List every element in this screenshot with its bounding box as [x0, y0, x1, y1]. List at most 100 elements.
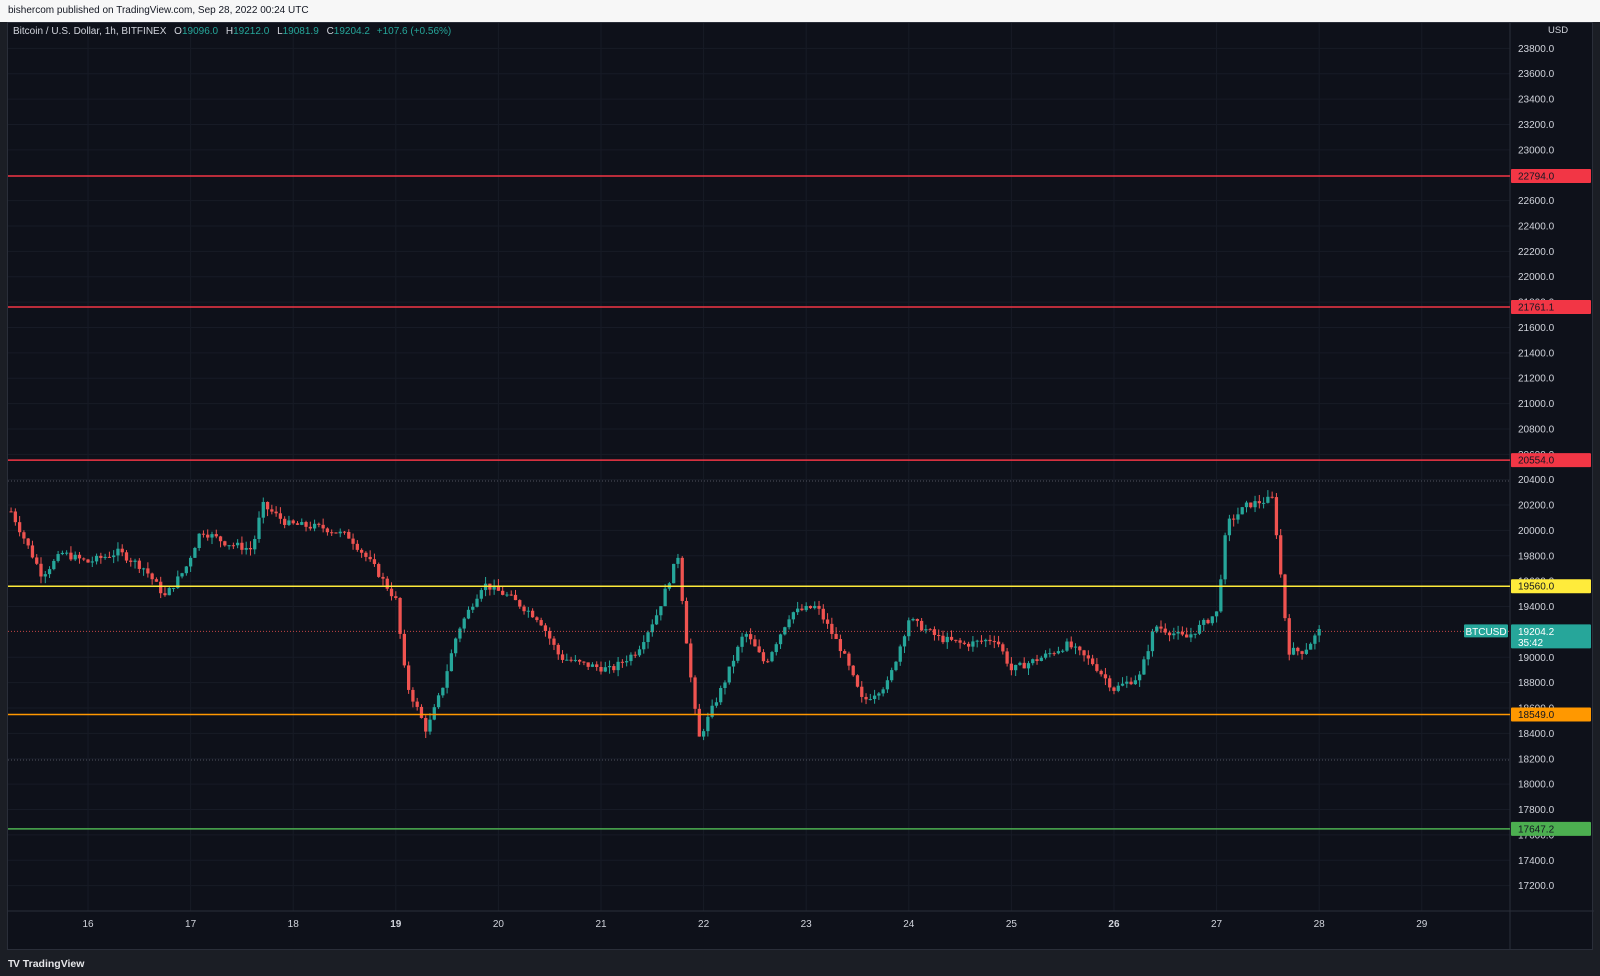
tradingview-logo[interactable]: TV TradingView	[8, 958, 84, 970]
candle-body	[1253, 501, 1257, 508]
candle-body	[736, 646, 740, 661]
candle-body	[928, 629, 932, 631]
candle-body	[355, 543, 359, 550]
candle-body	[120, 548, 124, 553]
time-tick-label: 28	[1314, 919, 1326, 930]
low-label: L	[277, 26, 283, 37]
candle-body	[1261, 502, 1266, 504]
candle-body	[441, 687, 445, 696]
candle-body	[723, 682, 727, 689]
candle-body	[620, 661, 625, 663]
candle-body	[257, 517, 261, 539]
candle-body	[129, 560, 133, 562]
candle-body	[539, 620, 543, 626]
candle-body	[381, 576, 385, 579]
candle-body	[1103, 674, 1108, 679]
candle-body	[962, 642, 966, 644]
candle-body	[398, 597, 402, 634]
candle-body	[954, 639, 958, 641]
candle-body	[197, 533, 201, 548]
candle-body	[47, 569, 52, 575]
close-value: 19204.2	[333, 26, 370, 37]
candle-body	[406, 665, 411, 690]
candle-body	[535, 617, 539, 621]
price-tick-label: 18400.0	[1518, 729, 1555, 740]
candle-body	[1304, 649, 1308, 654]
candle-body	[697, 708, 701, 737]
candle-body	[141, 568, 146, 570]
candle-body	[1232, 518, 1236, 520]
price-tick-label: 23600.0	[1518, 69, 1555, 80]
candle-body	[988, 639, 992, 642]
candle-body	[325, 528, 330, 533]
candle-body	[1223, 535, 1227, 580]
candle-body	[838, 639, 843, 652]
candle-body	[813, 605, 817, 609]
candlestick-chart[interactable]: 23800.0 23600.0 23400.0 23200.0 23000.0 22600…	[8, 23, 1594, 951]
candle-body	[240, 542, 244, 550]
candle-body	[1150, 631, 1155, 652]
candle-body	[573, 659, 577, 661]
candle-body	[569, 659, 573, 661]
candle-body	[265, 501, 270, 510]
level-price-tag	[1511, 453, 1591, 468]
bar-countdown-label: 35:42	[1518, 638, 1543, 649]
candle-body	[176, 576, 180, 588]
candle-body	[1244, 502, 1249, 508]
candle-body	[1095, 664, 1099, 671]
candle-body	[996, 641, 1001, 645]
candle-body	[454, 638, 458, 654]
candle-body	[270, 509, 274, 512]
candle-body	[415, 701, 419, 707]
change-value: +107.6 (+0.56%)	[376, 26, 452, 37]
candle-body	[1172, 633, 1176, 636]
candle-body	[94, 555, 99, 562]
candle-body	[261, 501, 265, 518]
time-tick-label: 29	[1416, 919, 1428, 930]
candle-body	[184, 566, 188, 574]
candle-body	[274, 511, 278, 514]
candle-body	[201, 533, 206, 535]
candle-body	[248, 547, 253, 550]
time-tick-label: 19	[390, 919, 402, 930]
candle-body	[509, 594, 513, 596]
time-tick-label: 26	[1108, 919, 1120, 930]
price-tick-label: 17200.0	[1518, 881, 1555, 892]
candle-body	[915, 619, 919, 621]
candle-body	[949, 636, 954, 640]
candle-body	[924, 629, 928, 631]
candle-body	[1283, 574, 1287, 619]
candle-body	[1227, 518, 1232, 536]
candle-body	[774, 644, 778, 653]
candle-body	[73, 554, 77, 560]
price-tick-label: 21200.0	[1518, 374, 1555, 385]
candle-body	[1176, 631, 1180, 634]
time-tick-label: 20	[493, 919, 505, 930]
candle-body	[543, 625, 548, 631]
candle-body	[321, 524, 325, 529]
candle-body	[39, 563, 43, 577]
candle-body	[778, 634, 783, 645]
candle-body	[1214, 611, 1219, 617]
candle-body	[676, 557, 680, 564]
level-price-tag	[1511, 579, 1591, 594]
chart-panel[interactable]: 23800.0 23600.0 23400.0 23200.0 23000.0 22600…	[7, 22, 1594, 951]
level-price-label: 21761.1	[1518, 303, 1555, 314]
open-value: 19096.0	[181, 26, 219, 37]
candle-body	[1090, 658, 1095, 665]
candle-body	[90, 561, 94, 563]
price-tick-label: 20400.0	[1518, 475, 1555, 486]
price-tick-label: 17800.0	[1518, 805, 1555, 816]
candle-body	[966, 643, 971, 647]
price-tick-label: 19800.0	[1518, 551, 1555, 562]
candle-body	[1219, 579, 1223, 612]
candle-body	[432, 707, 436, 720]
candle-body	[518, 600, 522, 607]
time-tick-label: 17	[185, 919, 197, 930]
candle-body	[159, 581, 163, 594]
candle-body	[26, 538, 30, 546]
currency-label[interactable]: USD	[1548, 25, 1569, 36]
candle-body	[1009, 663, 1014, 671]
candle-body	[30, 545, 35, 558]
candle-body	[526, 610, 530, 612]
